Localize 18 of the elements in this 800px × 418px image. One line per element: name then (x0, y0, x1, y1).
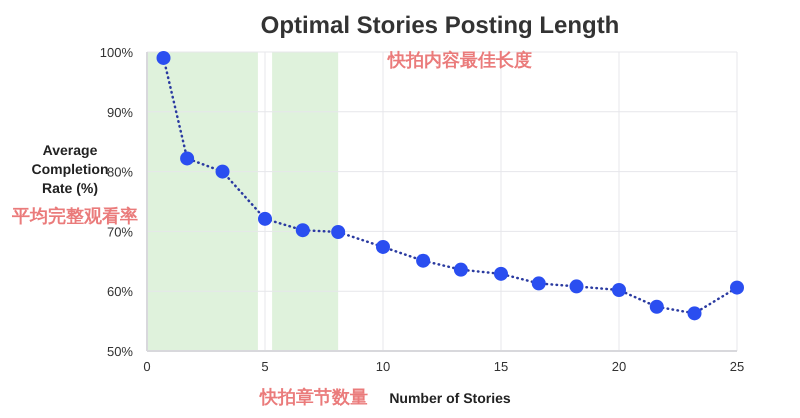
ylabel: Average Completion Rate (%) (32, 142, 108, 196)
ytick: 90% (106, 104, 133, 120)
title: Optimal Stories Posting Length (260, 12, 620, 39)
xtick: 15 (494, 359, 508, 374)
ytick: 70% (106, 224, 133, 240)
ytick: 50% (106, 344, 133, 359)
xtick: 10 (376, 359, 390, 374)
xtick: 0 (143, 359, 151, 374)
ytick: 60% (106, 284, 133, 300)
annotation: 平均完整观看率 (12, 206, 138, 226)
xlabel: Number of Stories (389, 390, 511, 406)
xtick: 5 (261, 359, 269, 374)
annotation: 快拍章节数量 (260, 387, 368, 407)
xtick: 25 (730, 359, 744, 374)
ytick: 80% (106, 164, 133, 180)
xtick: 20 (612, 359, 626, 374)
ytick: 100% (100, 45, 133, 60)
annotation: 快拍内容最佳长度 (388, 50, 532, 70)
